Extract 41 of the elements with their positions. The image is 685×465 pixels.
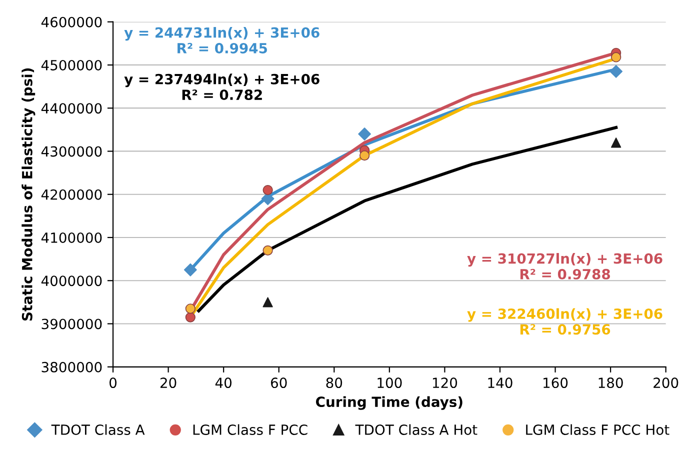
annotation: y = 310727ln(x) + 3E+06 R² = 0.9788 (467, 253, 662, 280)
y-tick-label: 3900000 (42, 318, 102, 330)
annotation: y = 244731ln(x) + 3E+06 R² = 0.9945 (124, 27, 320, 54)
x-tick-label: 0 (110, 378, 117, 388)
x-tick-label: 60 (270, 378, 287, 388)
point (610, 52, 622, 62)
y-tick-label: 4400000 (41, 103, 102, 114)
legend-label: TDOT Class A (51, 424, 145, 435)
y-tick-label: 4500000 (41, 60, 102, 70)
annotation: y = 237494ln(x) + 3E+06 R² = 0.782 (124, 74, 320, 100)
x-tick-label: 200 (654, 378, 678, 388)
point (185, 304, 196, 314)
x-tick-label: 80 (326, 378, 342, 388)
x-tick-label: 180 (598, 378, 623, 388)
point (610, 138, 622, 148)
x-tick-label: 120 (432, 378, 458, 388)
y-tick-label: 4000000 (41, 276, 102, 286)
point (185, 312, 196, 322)
y-tick-label: 4200000 (41, 189, 102, 200)
legend-label: LGM Class F PCC (193, 424, 308, 435)
y-axis-title: Static Modulus of Elasticity (psi) (22, 68, 36, 321)
y-tick-label: 3800000 (42, 362, 102, 372)
x-tick-label: 160 (544, 378, 568, 388)
legend-label: LGM Class F PCC Hot (526, 424, 670, 435)
x-axis-title: Curing Time (days) (316, 396, 462, 410)
legend-label: TDOT Class A Hot (355, 424, 478, 435)
annotation: y = 322460ln(x) + 3E+06 R² = 0.9756 (467, 308, 662, 335)
point (184, 263, 197, 276)
x-tick-label: 40 (215, 378, 232, 388)
x-tick-label: 140 (488, 378, 512, 388)
point (262, 245, 273, 256)
point (358, 128, 372, 140)
point (262, 297, 273, 308)
x-tick-label: 100 (378, 378, 402, 388)
y-tick-label: 4600000 (41, 16, 102, 28)
y-tick-label: 4100000 (41, 232, 102, 243)
x-tick-label: 20 (160, 378, 176, 388)
point (262, 184, 273, 196)
point (359, 150, 370, 161)
point (610, 64, 623, 78)
y-tick-label: 4300000 (41, 146, 102, 157)
